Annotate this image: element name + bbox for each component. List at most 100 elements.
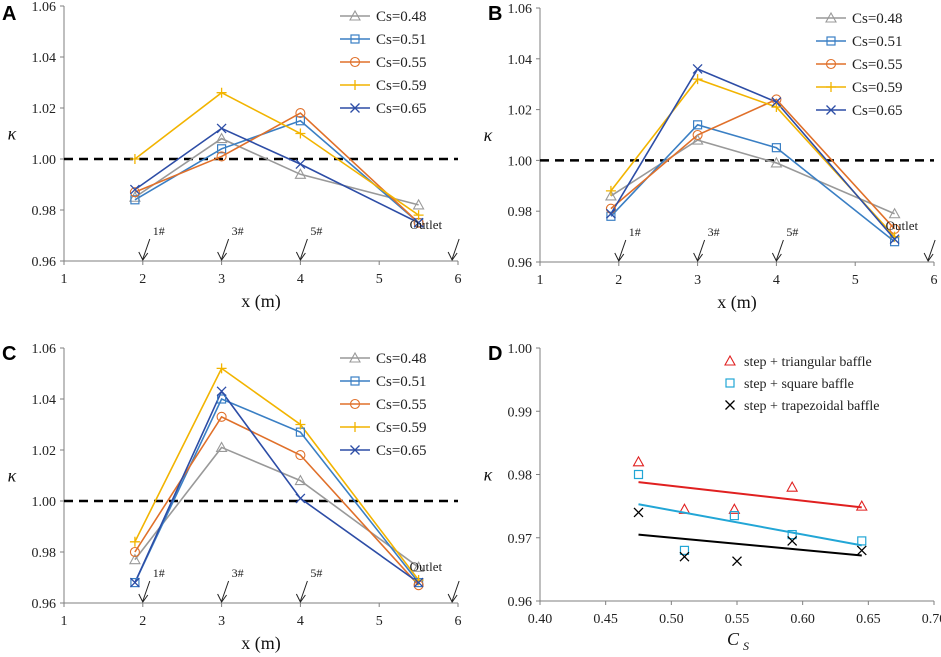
annotation-outlet: Outlet xyxy=(886,218,919,233)
x-tick-label: 4 xyxy=(773,273,780,288)
y-axis-label: κ xyxy=(8,466,17,486)
x-tick-label: 3 xyxy=(218,272,225,287)
x-tick-label: 6 xyxy=(455,272,462,287)
legend-marker xyxy=(725,400,735,410)
trend-line-step-trapezoidal-baffle xyxy=(638,533,862,557)
panel-a-chart: A 0.96 0.98 1.00 1.02 1.04 1.06 1 2 3 4 5 6 κ x (m) 1# 3… xyxy=(2,0,462,312)
data-point-triangle xyxy=(855,499,868,511)
annotation-outlet-arrow-head xyxy=(447,593,458,603)
series-line-cs-0.55 xyxy=(610,98,896,230)
legend-marker xyxy=(826,82,836,92)
x-axis-label-subscript: S xyxy=(743,639,749,653)
data-point-cs-0.55 xyxy=(295,108,306,119)
legend-marker xyxy=(826,105,836,115)
data-point-cs-0.55 xyxy=(216,151,227,162)
annotation-baffle-3-arrow-head xyxy=(693,252,704,262)
data-point-cs-0.51 xyxy=(217,394,227,404)
annotation-baffle-3: 3# xyxy=(232,224,244,238)
annotation-baffle-5-arrow-head xyxy=(295,251,306,261)
legend-marker xyxy=(350,422,360,432)
legend-label: step + trapezoidal baffle xyxy=(744,399,880,414)
legend-marker xyxy=(349,398,361,410)
annotation-outlet: Outlet xyxy=(410,217,443,232)
data-point-cs-0.59 xyxy=(295,128,306,139)
x-tick-label: 3 xyxy=(218,614,225,629)
data-point-cs-0.59 xyxy=(129,154,140,164)
x-axis-label: x (m) xyxy=(717,292,757,313)
data-point-cs-0.55 xyxy=(129,187,140,198)
y-tick-label: 1.04 xyxy=(508,53,533,68)
legend-label: step + square baffle xyxy=(744,377,854,392)
annotation-baffle-1-arrow-head xyxy=(138,251,149,261)
legend-label: Cs=0.59 xyxy=(376,78,427,94)
x-tick-label: 2 xyxy=(139,272,146,287)
x-tick-label: 5 xyxy=(376,614,383,629)
x-tick-label: 5 xyxy=(376,272,383,287)
legend-marker xyxy=(349,56,361,68)
annotation-baffle-5: 5# xyxy=(310,566,322,580)
legend-marker xyxy=(349,351,361,363)
annotation-outlet-arrow-head xyxy=(923,252,934,262)
legend-marker xyxy=(825,11,837,23)
data-point-square xyxy=(729,511,739,521)
x-tick-label: 5 xyxy=(852,273,859,288)
y-tick-label: 0.96 xyxy=(32,597,57,612)
panel-c-chart: C 0.96 0.98 1.00 1.02 1.04 1.06 1 2 3 4 5 6 κ x (m) 1# 3… xyxy=(2,342,462,654)
data-point-square xyxy=(633,469,644,480)
data-point-cs-0.48 xyxy=(770,156,783,168)
annotation-baffle-3: 3# xyxy=(232,566,244,580)
data-point-x xyxy=(787,535,798,546)
x-tick-label: 1 xyxy=(537,273,544,288)
series-line-cs-0.59 xyxy=(134,367,420,581)
x-tick-label: 3 xyxy=(694,273,701,288)
legend-marker xyxy=(826,36,836,46)
data-point-cs-0.51 xyxy=(130,577,140,588)
legend-label: Cs=0.51 xyxy=(852,34,903,50)
data-point-cs-0.48 xyxy=(412,198,425,210)
panel-letter: D xyxy=(488,343,502,365)
legend-marker xyxy=(350,376,360,386)
y-axis-label: κ xyxy=(484,125,493,145)
legend-label: Cs=0.55 xyxy=(376,397,427,413)
series-line-cs-0.48 xyxy=(134,446,420,568)
legend-label: Cs=0.65 xyxy=(852,103,903,119)
annotation-baffle-1: 1# xyxy=(153,224,165,238)
data-point-cs-0.59 xyxy=(413,210,424,221)
legend-label: step + triangular baffle xyxy=(744,355,872,370)
x-tick-label: 4 xyxy=(297,614,304,629)
data-point-cs-0.65 xyxy=(295,493,306,504)
series-line-cs-0.48 xyxy=(610,139,895,215)
panel-b-chart: B 0.96 0.98 1.00 1.02 1.04 1.06 1 2 3 4 5 6 κ x (m) 1# 3… xyxy=(484,2,938,313)
legend-marker xyxy=(349,9,361,21)
legend-label: Cs=0.48 xyxy=(376,9,427,25)
legend-label: Cs=0.51 xyxy=(376,32,427,48)
y-tick-label: 0.98 xyxy=(508,469,533,484)
legend-marker xyxy=(350,34,360,44)
series-line-cs-0.51 xyxy=(134,119,420,224)
y-axis-label: κ xyxy=(8,124,17,144)
data-point-cs-0.65 xyxy=(295,159,306,170)
y-tick-label: 0.96 xyxy=(508,595,533,610)
legend-label: Cs=0.48 xyxy=(852,11,903,27)
y-tick-label: 0.98 xyxy=(32,546,57,561)
annotation-outlet: Outlet xyxy=(410,559,443,574)
data-point-cs-0.48 xyxy=(691,133,704,145)
annotation-baffle-1-arrow-line xyxy=(618,239,627,261)
x-tick-label: 1 xyxy=(61,272,68,287)
legend-marker xyxy=(350,103,360,113)
annotation-baffle-3-arrow-line xyxy=(221,580,230,602)
y-tick-label: 1.06 xyxy=(508,2,533,17)
series-line-cs-0.51 xyxy=(610,123,896,243)
data-point-x xyxy=(732,556,742,567)
data-point-cs-0.65 xyxy=(692,64,703,74)
annotation-baffle-5: 5# xyxy=(786,225,798,239)
annotation-baffle-5-arrow-head xyxy=(771,252,782,262)
x-axis-label: C xyxy=(727,629,740,649)
x-tick-label: 0.70 xyxy=(922,612,941,627)
data-point-cs-0.65 xyxy=(129,577,140,588)
panel-letter: A xyxy=(2,3,16,25)
data-point-cs-0.55 xyxy=(692,129,703,141)
data-point-cs-0.65 xyxy=(605,208,616,219)
annotation-baffle-3-arrow-head xyxy=(217,593,228,603)
data-point-cs-0.48 xyxy=(294,168,307,179)
